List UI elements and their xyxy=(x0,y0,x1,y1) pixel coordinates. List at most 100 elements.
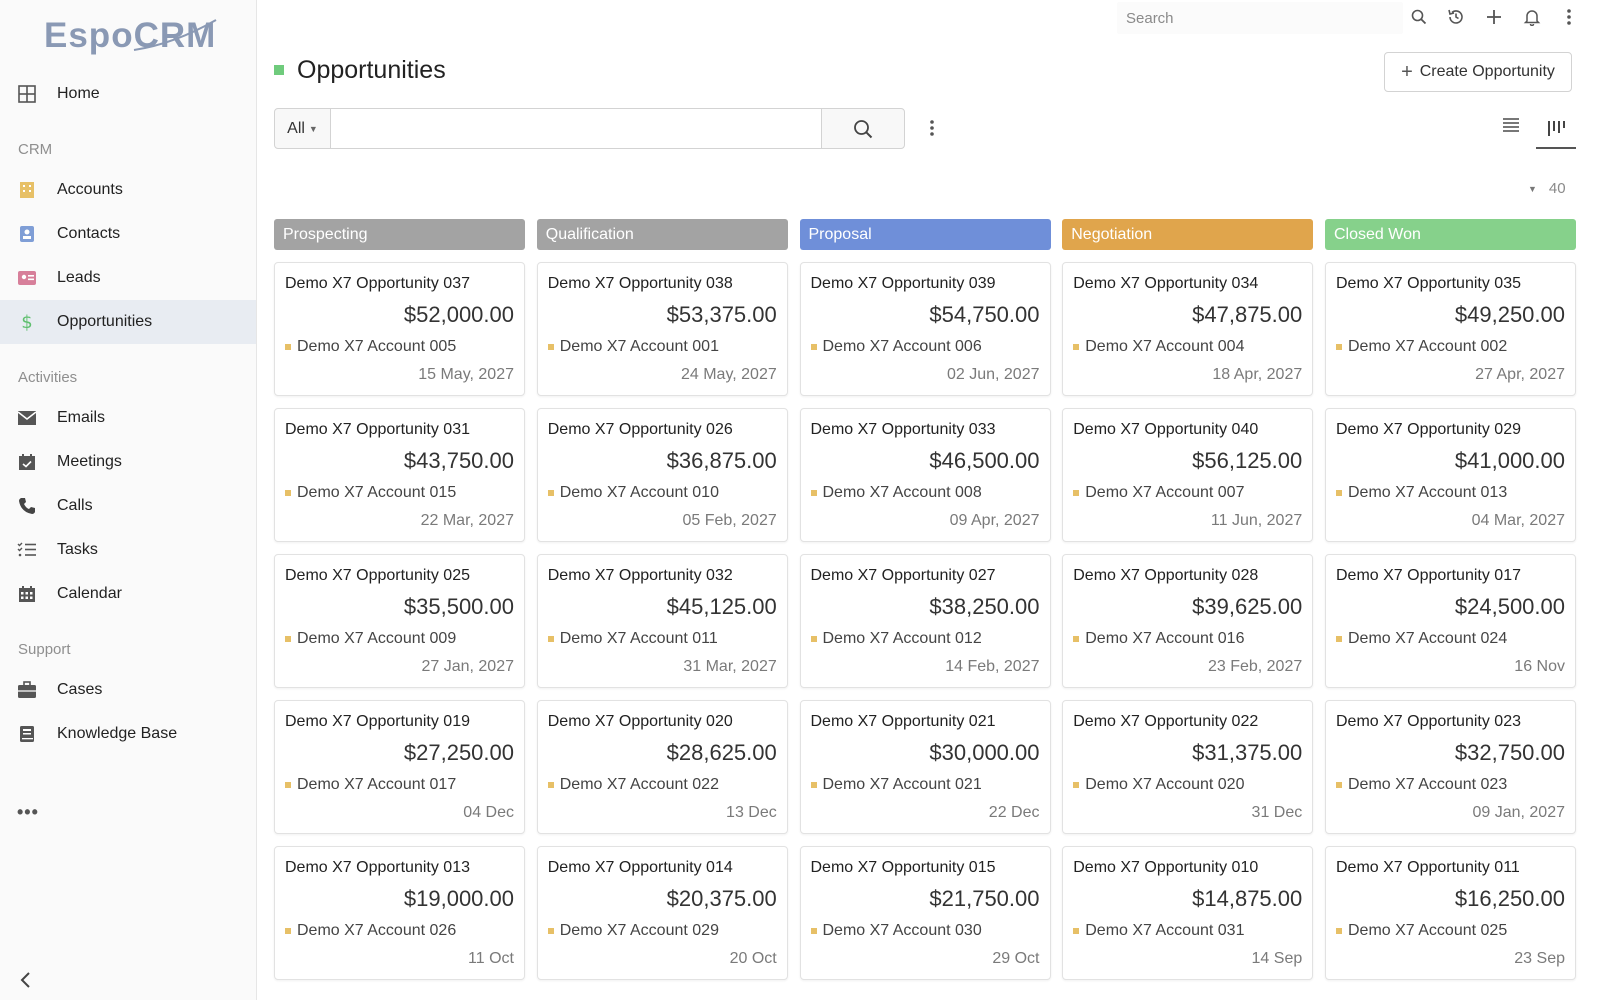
opportunity-name-link[interactable]: Demo X7 Opportunity 013 xyxy=(285,859,470,876)
opportunity-name-link[interactable]: Demo X7 Opportunity 031 xyxy=(285,421,470,438)
opportunity-name-link[interactable]: Demo X7 Opportunity 034 xyxy=(1073,275,1259,292)
opportunity-card[interactable]: Demo X7 Opportunity 031 $43,750.00 Demo X7… xyxy=(274,408,525,542)
account-link[interactable]: Demo X7 Account 013 xyxy=(1336,484,1507,502)
account-link[interactable]: Demo X7 Account 006 xyxy=(810,338,982,356)
menu-kebab-icon[interactable] xyxy=(1559,7,1579,27)
opportunity-card[interactable]: Demo X7 Opportunity 023 $32,750.00 Demo X7… xyxy=(1325,700,1576,834)
bell-icon[interactable] xyxy=(1522,7,1542,27)
kanban-view-icon[interactable] xyxy=(1536,108,1576,149)
opportunity-name-link[interactable]: Demo X7 Opportunity 022 xyxy=(1073,713,1259,730)
opportunity-name-link[interactable]: Demo X7 Opportunity 027 xyxy=(810,567,996,584)
opportunity-name-link[interactable]: Demo X7 Opportunity 029 xyxy=(1336,421,1521,438)
opportunity-card[interactable]: Demo X7 Opportunity 014 $20,375.00 Demo X7… xyxy=(536,846,788,980)
sidebar-item-calendar[interactable]: Calendar xyxy=(0,572,256,616)
opportunity-name-link[interactable]: Demo X7 Opportunity 010 xyxy=(1073,859,1259,876)
account-link[interactable]: Demo X7 Account 012 xyxy=(810,630,982,648)
opportunity-card[interactable]: Demo X7 Opportunity 035 $49,250.00 Demo X7… xyxy=(1325,262,1576,396)
opportunity-card[interactable]: Demo X7 Opportunity 039 $54,750.00 Demo X7… xyxy=(799,262,1051,396)
sidebar-item-knowledge-base[interactable]: Knowledge Base xyxy=(0,712,256,756)
account-link[interactable]: Demo X7 Account 010 xyxy=(547,484,719,502)
opportunity-card[interactable]: Demo X7 Opportunity 017 $24,500.00 Demo X7… xyxy=(1325,554,1576,688)
opportunity-card[interactable]: Demo X7 Opportunity 032 $45,125.00 Demo X7… xyxy=(536,554,788,688)
opportunity-name-link[interactable]: Demo X7 Opportunity 032 xyxy=(547,567,733,584)
opportunity-name-link[interactable]: Demo X7 Opportunity 014 xyxy=(547,859,733,876)
opportunity-name-link[interactable]: Demo X7 Opportunity 023 xyxy=(1336,713,1521,730)
account-link[interactable]: Demo X7 Account 001 xyxy=(547,338,719,356)
quick-create-icon[interactable] xyxy=(1484,7,1504,27)
account-link[interactable]: Demo X7 Account 016 xyxy=(1073,630,1244,648)
account-link[interactable]: Demo X7 Account 021 xyxy=(810,776,982,794)
account-link[interactable]: Demo X7 Account 026 xyxy=(285,922,456,940)
opportunity-card[interactable]: Demo X7 Opportunity 034 $47,875.00 Demo X7… xyxy=(1062,262,1314,396)
opportunity-name-link[interactable]: Demo X7 Opportunity 025 xyxy=(285,567,470,584)
opportunity-name-link[interactable]: Demo X7 Opportunity 033 xyxy=(810,421,996,438)
opportunity-name-link[interactable]: Demo X7 Opportunity 020 xyxy=(547,713,733,730)
sidebar-item-contacts[interactable]: Contacts xyxy=(0,212,256,256)
opportunity-name-link[interactable]: Demo X7 Opportunity 039 xyxy=(810,275,996,292)
opportunity-card[interactable]: Demo X7 Opportunity 027 $38,250.00 Demo X7… xyxy=(799,554,1051,688)
sidebar-item-emails[interactable]: Emails xyxy=(0,396,256,440)
opportunity-card[interactable]: Demo X7 Opportunity 038 $53,375.00 Demo X7… xyxy=(536,262,788,396)
account-link[interactable]: Demo X7 Account 024 xyxy=(1336,630,1507,648)
account-link[interactable]: Demo X7 Account 023 xyxy=(1336,776,1507,794)
opportunity-card[interactable]: Demo X7 Opportunity 026 $36,875.00 Demo X7… xyxy=(536,408,788,542)
opportunity-card[interactable]: Demo X7 Opportunity 040 $56,125.00 Demo X7… xyxy=(1062,408,1314,542)
opportunity-name-link[interactable]: Demo X7 Opportunity 021 xyxy=(810,713,996,730)
account-link[interactable]: Demo X7 Account 004 xyxy=(1073,338,1244,356)
opportunity-name-link[interactable]: Demo X7 Opportunity 038 xyxy=(547,275,733,292)
account-link[interactable]: Demo X7 Account 029 xyxy=(547,922,719,940)
opportunity-card[interactable]: Demo X7 Opportunity 011 $16,250.00 Demo X7… xyxy=(1325,846,1576,980)
filter-options-icon[interactable] xyxy=(922,118,942,138)
filter-text-input[interactable] xyxy=(331,109,821,148)
sidebar-item-accounts[interactable]: Accounts xyxy=(0,168,256,212)
account-link[interactable]: Demo X7 Account 020 xyxy=(1073,776,1244,794)
collapse-sidebar-icon[interactable] xyxy=(16,970,36,990)
account-link[interactable]: Demo X7 Account 017 xyxy=(285,776,456,794)
opportunity-name-link[interactable]: Demo X7 Opportunity 040 xyxy=(1073,421,1259,438)
opportunity-name-link[interactable]: Demo X7 Opportunity 035 xyxy=(1336,275,1521,292)
filter-preset-dropdown[interactable]: All ▼ xyxy=(274,108,331,149)
sidebar-item-cases[interactable]: Cases xyxy=(0,668,256,712)
account-link[interactable]: Demo X7 Account 030 xyxy=(810,922,982,940)
account-link[interactable]: Demo X7 Account 002 xyxy=(1336,338,1507,356)
history-icon[interactable] xyxy=(1446,7,1466,27)
more-menu-icon[interactable]: ••• xyxy=(17,802,39,822)
global-search-input[interactable] xyxy=(1117,2,1403,34)
list-view-icon[interactable] xyxy=(1502,116,1526,140)
account-link[interactable]: Demo X7 Account 009 xyxy=(285,630,456,648)
opportunity-name-link[interactable]: Demo X7 Opportunity 011 xyxy=(1336,859,1520,876)
account-link[interactable]: Demo X7 Account 005 xyxy=(285,338,456,356)
opportunity-card[interactable]: Demo X7 Opportunity 028 $39,625.00 Demo X7… xyxy=(1062,554,1314,688)
sidebar-item-leads[interactable]: Leads xyxy=(0,256,256,300)
account-link[interactable]: Demo X7 Account 015 xyxy=(285,484,456,502)
sidebar-item-tasks[interactable]: Tasks xyxy=(0,528,256,572)
opportunity-card[interactable]: Demo X7 Opportunity 037 $52,000.00 Demo X7… xyxy=(274,262,525,396)
opportunity-card[interactable]: Demo X7 Opportunity 021 $30,000.00 Demo X7… xyxy=(799,700,1051,834)
opportunity-name-link[interactable]: Demo X7 Opportunity 028 xyxy=(1073,567,1259,584)
opportunity-name-link[interactable]: Demo X7 Opportunity 026 xyxy=(547,421,733,438)
account-link[interactable]: Demo X7 Account 022 xyxy=(547,776,719,794)
sidebar-item-opportunities[interactable]: $ Opportunities xyxy=(0,300,256,344)
opportunity-name-link[interactable]: Demo X7 Opportunity 017 xyxy=(1336,567,1521,584)
filter-search-button[interactable] xyxy=(821,108,905,149)
app-logo[interactable]: EspoCRM xyxy=(44,16,224,60)
opportunity-card[interactable]: Demo X7 Opportunity 033 $46,500.00 Demo X7… xyxy=(799,408,1051,542)
opportunity-card[interactable]: Demo X7 Opportunity 025 $35,500.00 Demo X7… xyxy=(274,554,525,688)
opportunity-card[interactable]: Demo X7 Opportunity 029 $41,000.00 Demo X7… xyxy=(1325,408,1576,542)
opportunity-card[interactable]: Demo X7 Opportunity 013 $19,000.00 Demo X7… xyxy=(274,846,525,980)
sidebar-item-home[interactable]: Home xyxy=(0,72,256,116)
sidebar-item-meetings[interactable]: Meetings xyxy=(0,440,256,484)
create-opportunity-button[interactable]: + Create Opportunity xyxy=(1384,52,1572,92)
account-link[interactable]: Demo X7 Account 011 xyxy=(547,630,718,648)
account-link[interactable]: Demo X7 Account 007 xyxy=(1073,484,1244,502)
opportunity-card[interactable]: Demo X7 Opportunity 015 $21,750.00 Demo X7… xyxy=(799,846,1051,980)
opportunity-name-link[interactable]: Demo X7 Opportunity 019 xyxy=(285,713,470,730)
account-link[interactable]: Demo X7 Account 031 xyxy=(1073,922,1244,940)
search-icon[interactable] xyxy=(1409,7,1429,27)
account-link[interactable]: Demo X7 Account 008 xyxy=(810,484,982,502)
sidebar-item-calls[interactable]: Calls xyxy=(0,484,256,528)
total-count[interactable]: ▼ 40 xyxy=(1528,180,1566,197)
opportunity-card[interactable]: Demo X7 Opportunity 020 $28,625.00 Demo X7… xyxy=(536,700,788,834)
opportunity-card[interactable]: Demo X7 Opportunity 010 $14,875.00 Demo X7… xyxy=(1062,846,1314,980)
opportunity-card[interactable]: Demo X7 Opportunity 022 $31,375.00 Demo X7… xyxy=(1062,700,1314,834)
